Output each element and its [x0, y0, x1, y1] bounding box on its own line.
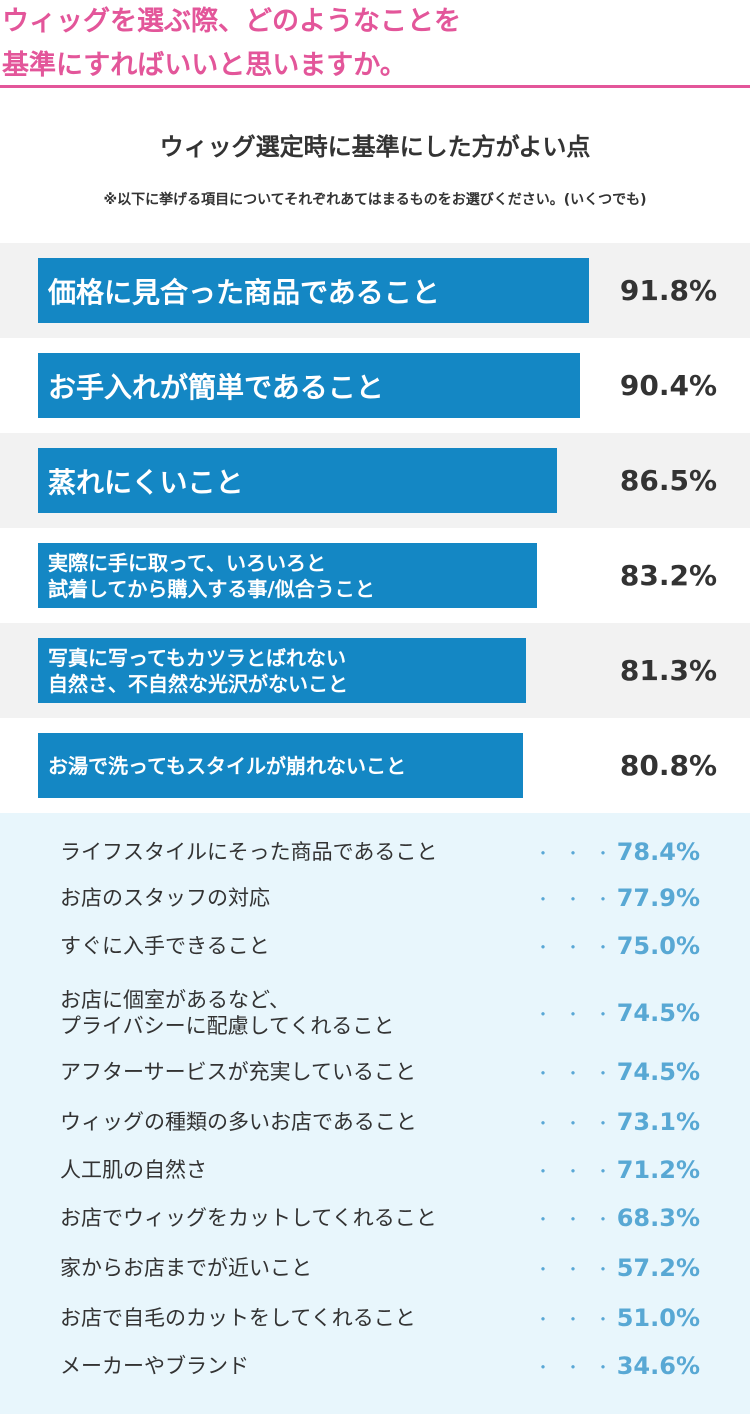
list-item: ライフスタイルにそった商品であること ・・・ 78.4%	[0, 833, 750, 871]
list-item-label: ライフスタイルにそった商品であること	[60, 840, 438, 864]
chart-row: 写真に写ってもカツラとばれない 自然さ、不自然な光沢がないこと 81.3%	[0, 623, 750, 718]
chart-row: 価格に見合った商品であること 91.8%	[0, 243, 750, 338]
list-item: 人工肌の自然さ ・・・ 71.2%	[0, 1151, 750, 1189]
list-item: お店のスタッフの対応 ・・・ 77.9%	[0, 879, 750, 917]
bar: 蒸れにくいこと	[38, 448, 557, 513]
bar-chart: 価格に見合った商品であること 91.8% お手入れが簡単であること 90.4% 蒸れにく…	[0, 243, 750, 813]
chart-row: 蒸れにくいこと 86.5%	[0, 433, 750, 528]
list-item-value: 68.3%	[616, 1204, 700, 1232]
bar-label: 蒸れにくいこと	[48, 465, 244, 499]
list-item-value: 74.5%	[616, 1058, 700, 1086]
bar: 実際に手に取って、いろいろと 試着してから購入する事/似合うこと	[38, 543, 537, 608]
page-header: ウィッグを選ぶ際、どのようなことを 基準にすればいいと思いますか。	[0, 0, 750, 90]
list-item-label: お店でウィッグをカットしてくれること	[60, 1206, 437, 1230]
bar: お手入れが簡単であること	[38, 353, 580, 418]
leader-dots: ・・・	[535, 890, 626, 909]
bar: 価格に見合った商品であること	[38, 258, 589, 323]
leader-dots: ・・・	[535, 938, 626, 957]
list-item-label: お店のスタッフの対応	[60, 886, 270, 910]
other-items-list: ライフスタイルにそった商品であること ・・・ 78.4% お店のスタッフの対応 ・・・ 7…	[0, 813, 750, 1414]
bar-label: 価格に見合った商品であること	[48, 275, 440, 309]
list-item-label: お店に個室があるなど、 プライバシーに配慮してくれること	[60, 988, 395, 1038]
list-item-value: 75.0%	[616, 932, 700, 960]
list-item: お店に個室があるなど、 プライバシーに配慮してくれること ・・・ 74.5%	[0, 983, 750, 1043]
list-item: メーカーやブランド ・・・ 34.6%	[0, 1347, 750, 1385]
list-item: お店で自毛のカットをしてくれること ・・・ 51.0%	[0, 1299, 750, 1337]
data-label: 86.5%	[619, 464, 717, 497]
list-item-label: メーカーやブランド	[60, 1354, 249, 1378]
list-item-label: 家からお店までが近いこと	[60, 1256, 312, 1280]
list-item: お店でウィッグをカットしてくれること ・・・ 68.3%	[0, 1199, 750, 1237]
leader-dots: ・・・	[535, 1210, 626, 1229]
list-item-value: 78.4%	[616, 838, 700, 866]
bar-label: 実際に手に取って、いろいろと 試着してから購入する事/似合うこと	[48, 550, 375, 601]
leader-dots: ・・・	[535, 1358, 626, 1377]
chart-row: お湯で洗ってもスタイルが崩れないこと 80.8%	[0, 718, 750, 813]
leader-dots: ・・・	[535, 1005, 626, 1024]
data-label: 80.8%	[619, 749, 717, 782]
chart-row: お手入れが簡単であること 90.4%	[0, 338, 750, 433]
data-label: 83.2%	[619, 559, 717, 592]
list-item-value: 34.6%	[616, 1352, 700, 1380]
list-item-value: 73.1%	[616, 1108, 700, 1136]
list-item-value: 57.2%	[616, 1254, 700, 1282]
data-label: 81.3%	[619, 654, 717, 687]
leader-dots: ・・・	[535, 1260, 626, 1279]
leader-dots: ・・・	[535, 1064, 626, 1083]
list-item: アフターサービスが充実していること ・・・ 74.5%	[0, 1053, 750, 1091]
list-item-label: お店で自毛のカットをしてくれること	[60, 1306, 416, 1330]
chart-title: ウィッグ選定時に基準にした方がよい点	[159, 133, 591, 161]
list-item-label: アフターサービスが充実していること	[60, 1060, 416, 1084]
question-note: ※以下に挙げる項目についてそれぞれあてはまるものをお選びください。(いくつでも)	[103, 192, 647, 208]
bar-label: お湯で洗ってもスタイルが崩れないこと	[48, 753, 406, 778]
list-item-value: 71.2%	[616, 1156, 700, 1184]
data-label: 91.8%	[619, 274, 717, 307]
list-item-label: ウィッグの種類の多いお店であること	[60, 1110, 417, 1134]
list-item-value: 77.9%	[616, 884, 700, 912]
title-underline	[0, 85, 750, 88]
data-label: 90.4%	[619, 369, 717, 402]
leader-dots: ・・・	[535, 1162, 626, 1181]
leader-dots: ・・・	[535, 844, 626, 863]
bar: お湯で洗ってもスタイルが崩れないこと	[38, 733, 523, 798]
list-item-label: 人工肌の自然さ	[60, 1158, 207, 1182]
bar-label: お手入れが簡単であること	[48, 370, 384, 404]
list-item: 家からお店までが近いこと ・・・ 57.2%	[0, 1249, 750, 1287]
list-item-value: 51.0%	[616, 1304, 700, 1332]
bar-label: 写真に写ってもカツラとばれない 自然さ、不自然な光沢がないこと	[48, 645, 348, 696]
bar: 写真に写ってもカツラとばれない 自然さ、不自然な光沢がないこと	[38, 638, 526, 703]
list-item: ウィッグの種類の多いお店であること ・・・ 73.1%	[0, 1103, 750, 1141]
leader-dots: ・・・	[535, 1310, 626, 1329]
list-item-value: 74.5%	[616, 999, 700, 1027]
chart-row: 実際に手に取って、いろいろと 試着してから購入する事/似合うこと 83.2%	[0, 528, 750, 623]
page-title: ウィッグを選ぶ際、どのようなことを 基準にすればいいと思いますか。	[2, 6, 461, 81]
list-item: すぐに入手できること ・・・ 75.0%	[0, 927, 750, 965]
list-item-label: すぐに入手できること	[60, 934, 270, 958]
leader-dots: ・・・	[535, 1114, 626, 1133]
